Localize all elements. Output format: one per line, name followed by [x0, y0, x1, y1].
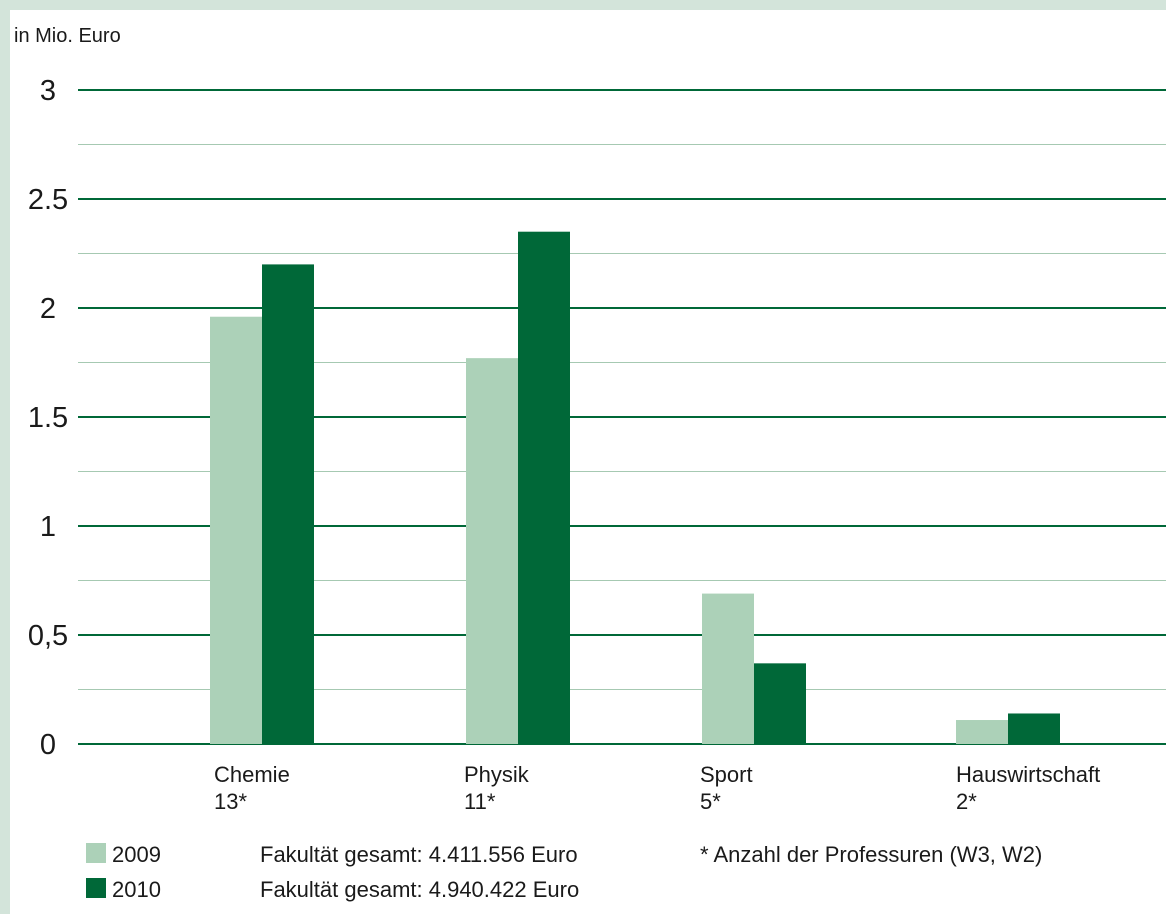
legend-footnote: * Anzahl der Professuren (W3, W2) — [700, 842, 1042, 867]
category-sublabel: 5* — [700, 789, 721, 814]
legend-note: Fakultät gesamt: 4.940.422 Euro — [260, 877, 579, 902]
category-sublabel: 11* — [464, 789, 496, 814]
category-sublabel: 2* — [956, 789, 977, 814]
bars — [210, 231, 1060, 744]
category-sublabel: 13* — [214, 789, 247, 814]
legend: 2009 Fakultät gesamt: 4.411.556 Euro 2010 F… — [86, 842, 1042, 902]
bar-sport-2009 — [702, 593, 754, 744]
y-tick-labels: 3 2.5 2 1.5 1 0,5 0 — [28, 75, 68, 761]
unit-label: in Mio. Euro — [14, 25, 121, 47]
bar-hauswirtschaft-2010 — [1008, 713, 1060, 744]
y-tick-label: 2.5 — [28, 184, 68, 216]
bar-hauswirtschaft-2009 — [956, 720, 1008, 744]
category-label: Sport — [700, 762, 753, 787]
legend-label: 2009 — [112, 842, 161, 867]
legend-swatch-2010 — [86, 878, 106, 898]
chart-panel: in Mio. Euro 3 2.5 2 1.5 1 0,5 0 Chemie 13* Phys… — [10, 10, 1166, 914]
category-label: Physik — [464, 762, 530, 787]
category-label: Hauswirtschaft — [956, 762, 1100, 787]
y-tick-label: 2 — [40, 293, 56, 325]
bar-physik-2009 — [466, 358, 518, 744]
bar-chemie-2010 — [262, 264, 314, 744]
y-tick-label: 3 — [40, 75, 56, 107]
bar-physik-2010 — [518, 231, 570, 744]
legend-label: 2010 — [112, 877, 161, 902]
y-tick-label: 0 — [40, 729, 56, 761]
y-tick-label: 1.5 — [28, 402, 68, 434]
legend-swatch-2009 — [86, 843, 106, 863]
bar-sport-2010 — [754, 663, 806, 744]
bar-chemie-2009 — [210, 316, 262, 744]
y-tick-label: 0,5 — [28, 620, 68, 652]
category-label: Chemie — [214, 762, 290, 787]
y-tick-label: 1 — [40, 511, 56, 543]
legend-note: Fakultät gesamt: 4.411.556 Euro — [260, 842, 578, 867]
